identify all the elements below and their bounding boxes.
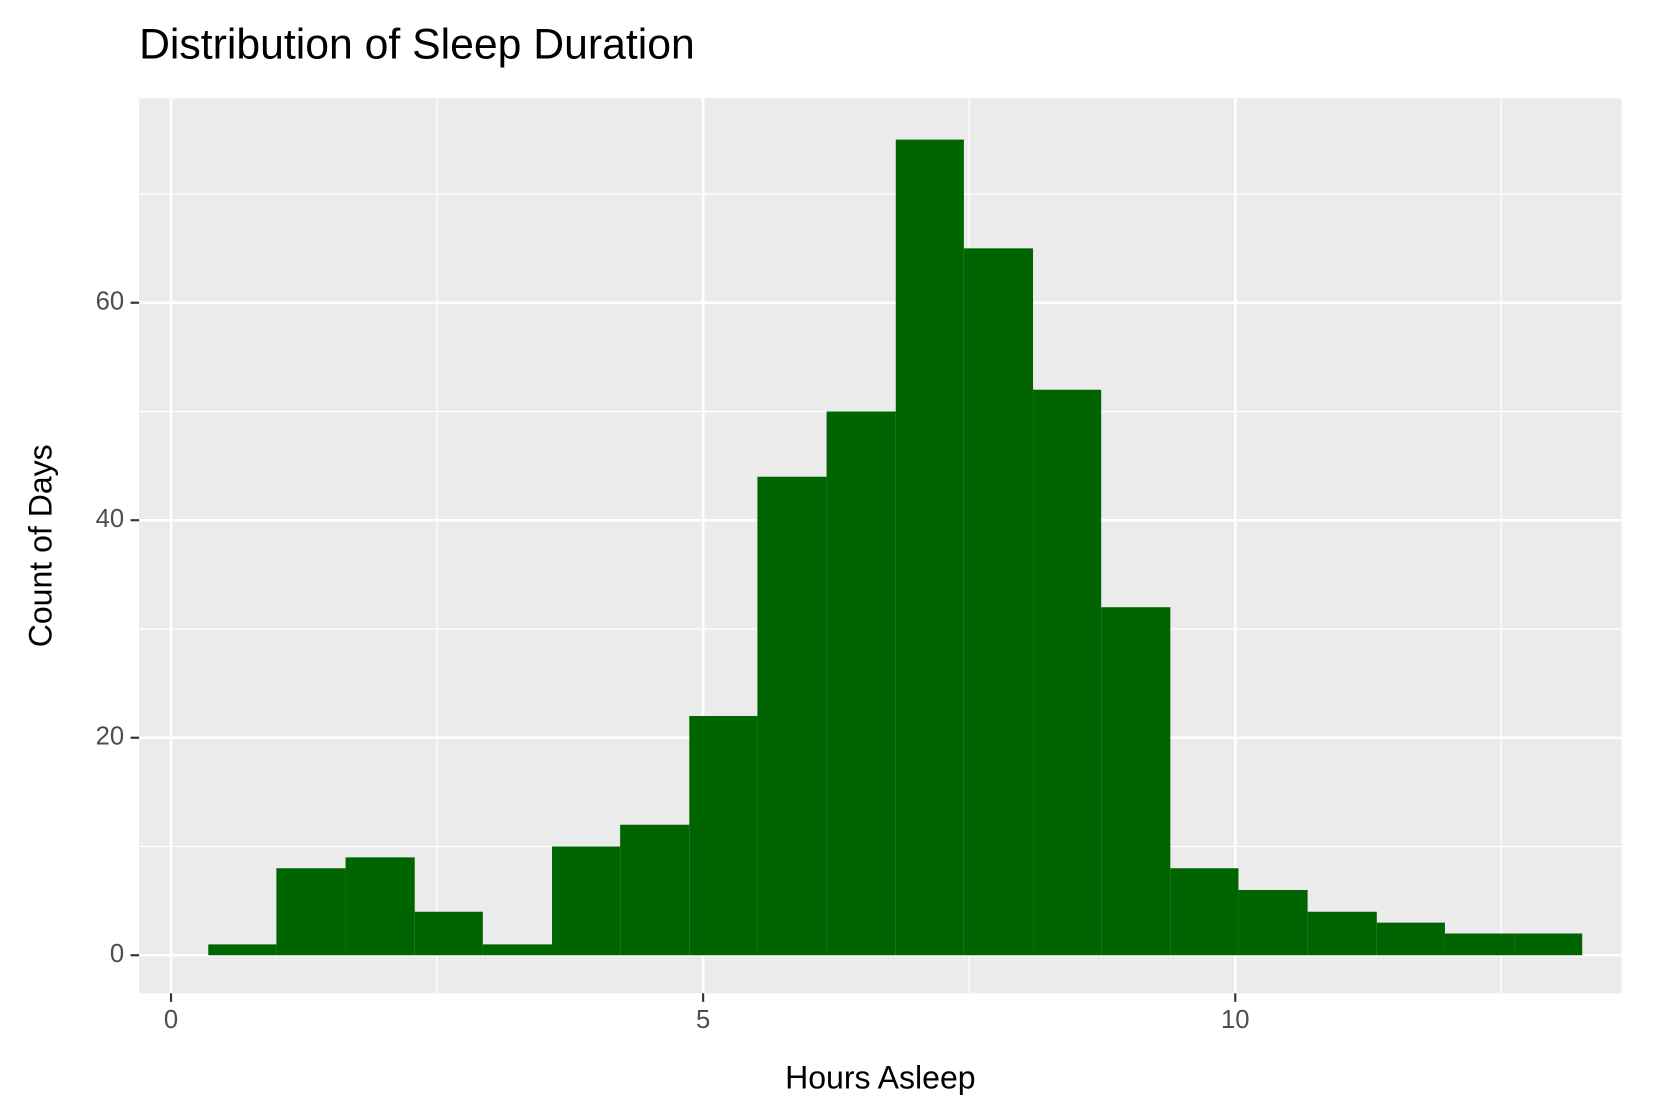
bar bbox=[689, 715, 758, 956]
bar bbox=[826, 411, 896, 956]
x-axis-title: Hours Asleep bbox=[785, 1059, 976, 1095]
x-tick-label: 5 bbox=[696, 1006, 710, 1034]
bar bbox=[1101, 607, 1171, 956]
bar bbox=[1376, 922, 1445, 956]
bar bbox=[620, 824, 690, 956]
bar bbox=[208, 944, 277, 956]
bar bbox=[1307, 911, 1377, 956]
y-tick-label: 40 bbox=[96, 505, 125, 533]
bar bbox=[1033, 389, 1102, 956]
y-tick-label: 60 bbox=[96, 287, 125, 315]
x-tick-label: 10 bbox=[1221, 1006, 1250, 1034]
bar bbox=[1514, 933, 1583, 956]
y-tick-label: 20 bbox=[96, 723, 125, 751]
bar bbox=[414, 911, 483, 956]
bar bbox=[345, 857, 415, 956]
chart-title: Distribution of Sleep Duration bbox=[139, 20, 695, 68]
y-axis-title: Count of Days bbox=[22, 444, 58, 647]
bar bbox=[1238, 889, 1308, 956]
bar bbox=[276, 868, 346, 956]
bar bbox=[482, 944, 553, 956]
x-tick-label: 0 bbox=[164, 1006, 178, 1034]
bar bbox=[552, 846, 621, 956]
bar bbox=[1170, 868, 1239, 956]
y-tick-label: 0 bbox=[110, 940, 124, 968]
bar bbox=[1444, 933, 1515, 956]
bar bbox=[963, 248, 1034, 956]
bar bbox=[757, 476, 827, 956]
bar bbox=[895, 139, 964, 956]
